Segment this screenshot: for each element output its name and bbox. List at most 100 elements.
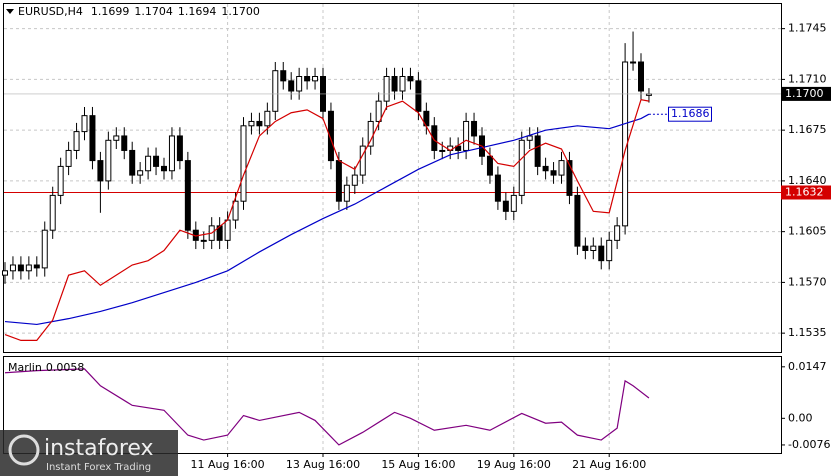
candle-body xyxy=(590,245,597,251)
candle-body xyxy=(375,100,382,122)
watermark-brand: instaforex xyxy=(44,436,154,461)
candle-body xyxy=(113,135,120,141)
candle-body xyxy=(463,120,470,151)
fast-moving-average xyxy=(4,99,650,341)
indicator-panel xyxy=(3,356,782,454)
y-tick-label: 1.1570 xyxy=(788,275,827,288)
x-tick-label: 21 Aug 16:00 xyxy=(572,458,646,471)
menu-triangle[interactable] xyxy=(6,9,14,14)
x-tick-label: 13 Aug 16:00 xyxy=(286,458,360,471)
candle-body xyxy=(161,165,167,172)
candle-body xyxy=(455,145,462,151)
low-value: 1.1694 xyxy=(178,5,217,18)
candle-body xyxy=(49,194,56,231)
candle-body xyxy=(502,200,509,212)
close-value: 1.1700 xyxy=(221,5,260,18)
candle-body xyxy=(542,165,549,172)
indicator-y-tick-label: -0.0076 xyxy=(788,438,830,451)
candle-body xyxy=(391,76,398,92)
open-value: 1.1699 xyxy=(91,5,130,18)
high-value: 1.1704 xyxy=(134,5,173,18)
chart-header: EURUSD,H4 1.1699 1.1704 1.1694 1.1700 xyxy=(18,5,260,18)
last-price-tag xyxy=(781,86,831,101)
candle-body xyxy=(264,110,271,127)
main-panel xyxy=(3,3,782,353)
ma-tag xyxy=(668,106,712,122)
candle-body xyxy=(550,170,557,176)
slow-moving-average xyxy=(4,113,650,326)
x-tick-label: 11 Aug 16:00 xyxy=(191,458,265,471)
symbol: EURUSD,H4 xyxy=(18,5,83,18)
candle-body xyxy=(57,165,64,196)
candle-body xyxy=(153,155,160,167)
candle-body xyxy=(137,170,144,176)
candle-body xyxy=(439,149,446,152)
candle-body xyxy=(614,225,621,241)
candle-body xyxy=(2,270,8,276)
last-price-label: 1.1700 xyxy=(785,87,824,100)
candle-body xyxy=(606,239,613,262)
watermark-tagline: Instant Forex Trading xyxy=(46,462,151,473)
candle-body xyxy=(25,264,32,272)
indicator-label: Marlin 0.0058 xyxy=(8,361,84,374)
candle-body xyxy=(574,194,581,247)
candle-body xyxy=(343,184,350,202)
indicator-y-tick-label: 0.0147 xyxy=(788,360,827,373)
candle-body xyxy=(304,76,311,82)
indicator-y-tick-label: 0.00 xyxy=(788,411,813,424)
candle-body xyxy=(81,115,88,133)
y-tick-label: 1.1745 xyxy=(788,22,827,35)
y-tick-label: 1.1710 xyxy=(788,72,827,85)
candle-body xyxy=(73,131,80,151)
watermark: instaforex Instant Forex Trading xyxy=(0,430,178,476)
candle-body xyxy=(17,264,24,272)
price-level-label: 1.1632 xyxy=(785,186,824,199)
candle-body xyxy=(638,61,644,92)
y-tick-label: 1.1675 xyxy=(788,123,827,136)
watermark-logo xyxy=(8,434,40,466)
candle-body xyxy=(184,160,191,231)
y-tick-label: 1.1605 xyxy=(788,225,827,238)
candle-body xyxy=(89,115,96,162)
candle-body xyxy=(105,139,112,182)
indicator-value: 0.0058 xyxy=(46,361,85,374)
candle-body xyxy=(272,70,279,112)
candle-body xyxy=(145,155,152,172)
candle-body xyxy=(97,160,104,182)
candle-body xyxy=(415,80,422,112)
candle-body xyxy=(168,135,175,172)
y-tick-label: 1.1535 xyxy=(788,326,827,339)
candle-body xyxy=(327,110,334,162)
ma-tag-label: 1.1686 xyxy=(671,107,710,120)
candle-body xyxy=(431,125,438,151)
candle-body xyxy=(558,160,565,176)
candle-body xyxy=(407,76,414,82)
x-tick-label: 19 Aug 16:00 xyxy=(477,458,551,471)
candle-body xyxy=(288,80,295,92)
marlin-line xyxy=(4,368,650,446)
x-tick-label: 15 Aug 16:00 xyxy=(381,458,455,471)
candle-body xyxy=(248,120,255,127)
candle-body xyxy=(176,135,183,162)
candle-body xyxy=(534,135,541,167)
candle-body xyxy=(41,229,48,269)
candle-body xyxy=(526,135,533,141)
candle-body xyxy=(630,61,637,64)
candle-body xyxy=(200,239,207,242)
candle-body xyxy=(9,264,16,272)
candle-body xyxy=(296,76,303,92)
candle-body xyxy=(351,174,358,186)
candle-body xyxy=(312,76,319,82)
candle-body xyxy=(335,160,342,202)
y-tick-label: 1.1640 xyxy=(788,174,827,187)
candle-body xyxy=(224,219,231,241)
candle-body xyxy=(383,76,390,102)
candle-body xyxy=(518,139,525,196)
candle-body xyxy=(471,120,478,137)
candle-body xyxy=(486,155,493,176)
candle-body xyxy=(566,160,573,196)
grid xyxy=(4,4,781,453)
marks xyxy=(2,31,781,446)
